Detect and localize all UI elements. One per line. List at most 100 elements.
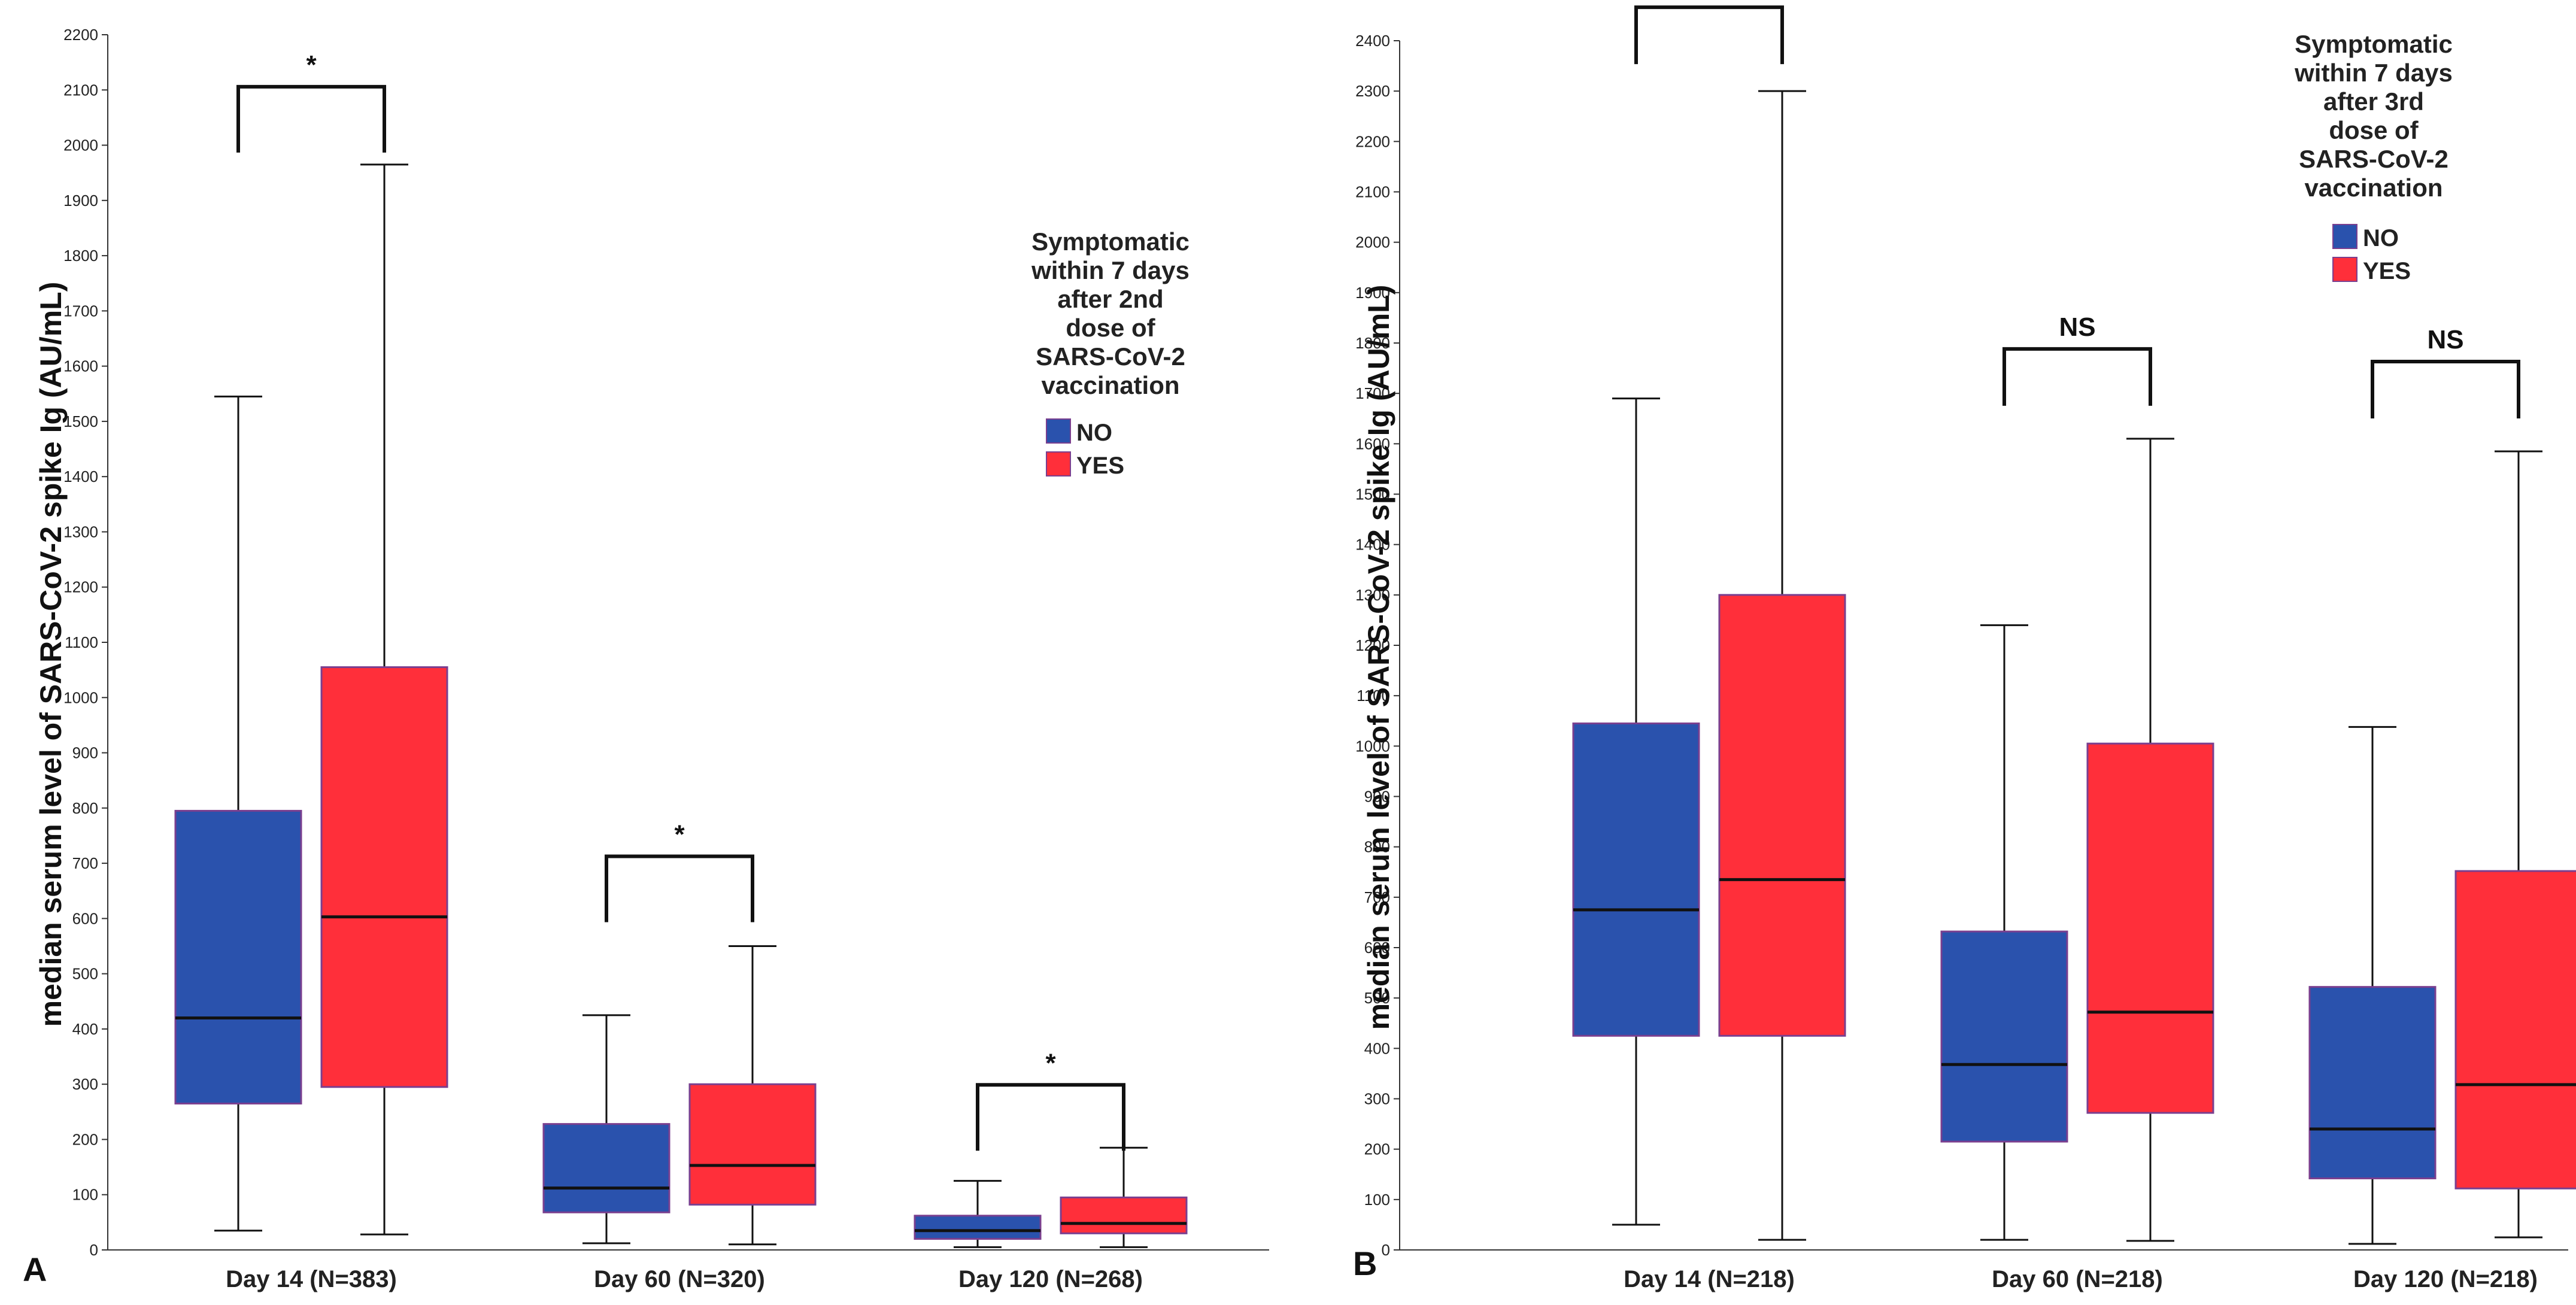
y-tick-label: 500 — [1364, 989, 1390, 1007]
y-tick-label: 1100 — [65, 633, 98, 651]
legend-title-line: Symptomatic — [2295, 30, 2453, 58]
y-tick-label: 100 — [1364, 1191, 1390, 1209]
y-tick-label: 2000 — [63, 136, 98, 154]
panel-letter: B — [1353, 1245, 1377, 1282]
significance-bracket — [2371, 359, 2520, 418]
y-tick-label: 800 — [1364, 838, 1390, 856]
significance-bracket — [236, 84, 386, 153]
y-tick-label: 2000 — [1355, 233, 1390, 251]
box-yes — [2454, 870, 2576, 1189]
y-tick-label: 1400 — [63, 468, 98, 485]
significance-label: * — [674, 820, 685, 849]
category-label: Day 60 (N=218) — [1992, 1266, 2163, 1292]
legend-title-line: dose of — [2329, 116, 2419, 144]
y-tick-label: 1600 — [63, 357, 98, 375]
legend-swatch-no — [2332, 224, 2357, 249]
y-tick-label: 1900 — [63, 192, 98, 210]
y-tick-label: 1700 — [63, 302, 98, 320]
y-axis-label: median serum level of SARS-CoV-2 spike I… — [34, 282, 68, 1027]
y-tick-label: 2200 — [63, 26, 98, 44]
y-tick-label: 700 — [72, 854, 98, 872]
y-tick-label: 900 — [1364, 788, 1390, 806]
legend-title-line: within 7 days — [1031, 256, 1190, 284]
category-label: Day 120 (N=268) — [958, 1266, 1143, 1292]
legend-title-line: vaccination — [1041, 371, 1179, 399]
y-tick-label: 2100 — [63, 81, 98, 99]
y-tick-label: 300 — [72, 1075, 98, 1093]
y-tick-label: 1800 — [63, 247, 98, 265]
panel-letter: A — [23, 1251, 47, 1288]
y-tick-label: 0 — [1382, 1241, 1390, 1259]
box-no — [542, 1123, 670, 1213]
y-tick-label: 200 — [72, 1130, 98, 1148]
box-yes — [1060, 1196, 1188, 1234]
y-tick-label: 1000 — [1355, 737, 1390, 755]
panel-b: 0 100 200 300 400 500 600 700 800 900 1000 1100 1200… — [1353, 0, 2576, 1292]
legend-swatch-yes — [2332, 257, 2357, 282]
y-tick-label: 400 — [1364, 1039, 1390, 1057]
significance-label: NS — [2059, 312, 2095, 342]
y-tick-label: 1200 — [1355, 636, 1390, 654]
box-yes — [1718, 594, 1846, 1037]
y-tick-label: 1000 — [63, 688, 98, 706]
y-tick-label: 200 — [1364, 1140, 1390, 1158]
box-no — [1572, 722, 1700, 1037]
y-tick-label: 100 — [72, 1186, 98, 1204]
y-tick-label: 1400 — [1355, 536, 1390, 554]
category-label: Day 120 (N=218) — [2353, 1266, 2538, 1292]
legend-title-line: Symptomatic — [1031, 227, 1190, 256]
y-tick-label: 0 — [90, 1241, 98, 1259]
significance-label: NS — [2427, 325, 2463, 354]
legend-swatch-yes — [1046, 451, 1071, 477]
legend-label-no: NO — [2363, 225, 2399, 251]
legend-label-yes: YES — [2363, 258, 2411, 284]
y-tick-label: 1500 — [63, 412, 98, 430]
y-tick-label: 1800 — [1355, 334, 1390, 352]
y-tick-label: 1600 — [1355, 435, 1390, 453]
legend-title-line: vaccination — [2304, 174, 2443, 202]
legend-title-line: after 3rd — [2323, 87, 2424, 116]
y-tick-label: 1700 — [1355, 384, 1390, 402]
y-tick-label: 1100 — [1357, 687, 1390, 705]
y-tick-label: 400 — [72, 1020, 98, 1038]
legend-title-line: SARS-CoV-2 — [2299, 145, 2448, 173]
y-tick-label: 1300 — [63, 523, 98, 541]
significance-label: * — [306, 50, 317, 80]
box-yes — [320, 666, 448, 1088]
significance-bracket — [2002, 347, 2152, 406]
y-tick-label: 300 — [1364, 1090, 1390, 1108]
box-no — [174, 809, 302, 1104]
category-label: Day 14 (N=383) — [226, 1266, 397, 1292]
y-tick-label: 2300 — [1355, 82, 1390, 100]
legend-title-line: after 2nd — [1057, 285, 1163, 313]
panel-a: 0 100 200 300 400 500 600 700 800 900 1000 1100 1200… — [23, 26, 1269, 1292]
legend-title-line: within 7 days — [2294, 59, 2453, 87]
y-tick-label: 1300 — [1355, 586, 1390, 604]
y-tick-label: 900 — [72, 744, 98, 762]
y-tick-label: 600 — [1364, 939, 1390, 957]
significance-bracket — [976, 1083, 1125, 1151]
box-no — [914, 1215, 1042, 1240]
legend-title-line: dose of — [1066, 314, 1155, 342]
legend-title-line: SARS-CoV-2 — [1036, 342, 1185, 371]
y-tick-label: 2400 — [1355, 32, 1390, 50]
y-tick-label: 2100 — [1355, 183, 1390, 201]
y-tick-label: 1500 — [1355, 485, 1390, 503]
box-no — [2308, 986, 2437, 1179]
legend-label-yes: YES — [1076, 453, 1124, 479]
y-tick-label: 1900 — [1355, 284, 1390, 302]
significance-bracket — [605, 854, 754, 922]
y-tick-label: 500 — [72, 965, 98, 983]
category-label: Day 60 (N=320) — [594, 1266, 765, 1292]
y-tick-label: 600 — [72, 909, 98, 927]
box-yes — [688, 1083, 817, 1206]
category-label: Day 14 (N=218) — [1624, 1266, 1795, 1292]
y-axis-label: median serum level of SARS-CoV-2 spike I… — [1362, 285, 1395, 1030]
legend-label-no: NO — [1076, 420, 1112, 446]
significance-bracket — [1634, 5, 1784, 65]
y-tick-label: 700 — [1364, 888, 1390, 906]
box-yes — [2086, 742, 2214, 1114]
